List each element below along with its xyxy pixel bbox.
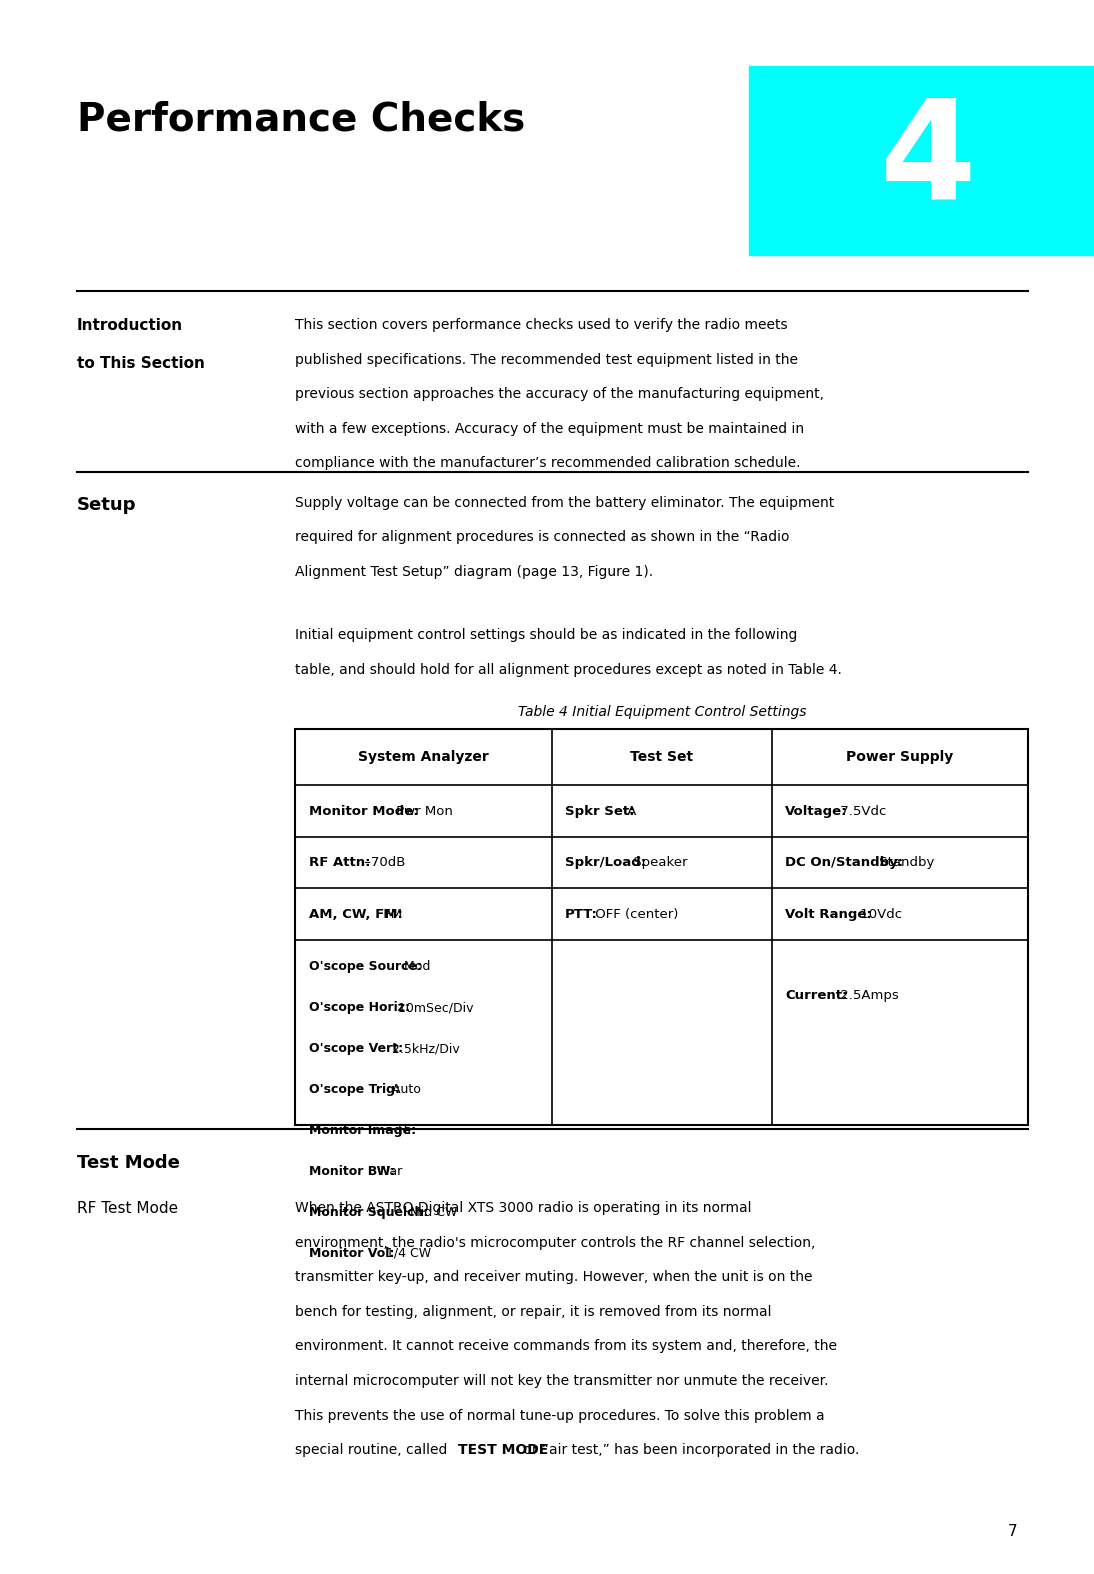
Text: This prevents the use of normal tune-up procedures. To solve this problem a: This prevents the use of normal tune-up … — [295, 1409, 825, 1423]
Text: PTT:: PTT: — [565, 908, 598, 921]
Text: FM: FM — [380, 908, 403, 921]
Text: or “air test,” has been incorporated in the radio.: or “air test,” has been incorporated in … — [520, 1443, 860, 1458]
Text: Mod: Mod — [400, 960, 430, 973]
Text: –70dB: –70dB — [360, 856, 406, 869]
Text: This section covers performance checks used to verify the radio meets: This section covers performance checks u… — [295, 318, 788, 332]
Text: Volt Range:: Volt Range: — [784, 908, 872, 921]
Text: Supply voltage can be connected from the battery eliminator. The equipment: Supply voltage can be connected from the… — [295, 496, 835, 510]
Text: bench for testing, alignment, or repair, it is removed from its normal: bench for testing, alignment, or repair,… — [295, 1305, 772, 1319]
Text: Table 4 Initial Equipment Control Settings: Table 4 Initial Equipment Control Settin… — [517, 705, 806, 719]
Text: 10Vdc: 10Vdc — [856, 908, 901, 921]
Text: Speaker: Speaker — [629, 856, 688, 869]
Text: required for alignment procedures is connected as shown in the “Radio: required for alignment procedures is con… — [295, 530, 790, 545]
Text: Standby: Standby — [875, 856, 934, 869]
Text: RF Test Mode: RF Test Mode — [77, 1201, 177, 1217]
Text: with a few exceptions. Accuracy of the equipment must be maintained in: with a few exceptions. Accuracy of the e… — [295, 422, 804, 436]
Text: published specifications. The recommended test equipment listed in the: published specifications. The recommende… — [295, 353, 799, 367]
Text: RF Attn:: RF Attn: — [309, 856, 370, 869]
Text: OFF (center): OFF (center) — [591, 908, 678, 921]
Text: O'scope Horiz:: O'scope Horiz: — [309, 1001, 409, 1014]
Text: Hi: Hi — [394, 1124, 411, 1136]
Text: Test Set: Test Set — [630, 751, 694, 763]
Text: Monitor Image:: Monitor Image: — [309, 1124, 416, 1136]
Text: 2.5Amps: 2.5Amps — [837, 988, 899, 1001]
Text: 2.5kHz/Div: 2.5kHz/Div — [388, 1042, 459, 1055]
Text: Pwr Mon: Pwr Mon — [393, 804, 453, 817]
Text: Spkr/Load:: Spkr/Load: — [565, 856, 647, 869]
Text: DC On/Standby:: DC On/Standby: — [784, 856, 903, 869]
Text: Setup: Setup — [77, 496, 136, 513]
Text: 10mSec/Div: 10mSec/Div — [394, 1001, 474, 1014]
Text: Monitor Vol:: Monitor Vol: — [309, 1247, 394, 1259]
Text: transmitter key-up, and receiver muting. However, when the unit is on the: transmitter key-up, and receiver muting.… — [295, 1270, 813, 1284]
Text: Current:: Current: — [784, 988, 848, 1001]
Text: environment. It cannot receive commands from its system and, therefore, the: environment. It cannot receive commands … — [295, 1339, 837, 1354]
Text: special routine, called: special routine, called — [295, 1443, 452, 1458]
Text: 7: 7 — [1008, 1524, 1017, 1539]
Text: Test Mode: Test Mode — [77, 1154, 179, 1171]
Text: 4: 4 — [880, 93, 976, 228]
Text: Auto: Auto — [388, 1083, 421, 1096]
Text: Monitor BW:: Monitor BW: — [309, 1165, 395, 1177]
Text: TEST MODE: TEST MODE — [458, 1443, 548, 1458]
Text: Power Supply: Power Supply — [847, 751, 954, 763]
Text: Monitor Squelch:: Monitor Squelch: — [309, 1206, 428, 1218]
Text: A: A — [624, 804, 637, 817]
Bar — [749, 66, 1094, 255]
Text: O'scope Trig:: O'scope Trig: — [309, 1083, 399, 1096]
Text: Spkr Set:: Spkr Set: — [565, 804, 635, 817]
Text: AM, CW, FM:: AM, CW, FM: — [309, 908, 403, 921]
Text: System Analyzer: System Analyzer — [358, 751, 489, 763]
Text: internal microcomputer will not key the transmitter nor unmute the receiver.: internal microcomputer will not key the … — [295, 1374, 829, 1388]
Text: 7.5Vdc: 7.5Vdc — [837, 804, 887, 817]
Text: previous section approaches the accuracy of the manufacturing equipment,: previous section approaches the accuracy… — [295, 387, 825, 401]
Text: Introduction: Introduction — [77, 318, 183, 334]
Text: to This Section: to This Section — [77, 356, 205, 371]
Text: Alignment Test Setup” diagram (page 13, Figure 1).: Alignment Test Setup” diagram (page 13, … — [295, 565, 653, 579]
Text: When the ASTRO Digital XTS 3000 radio is operating in its normal: When the ASTRO Digital XTS 3000 radio is… — [295, 1201, 752, 1215]
Text: O'scope Source:: O'scope Source: — [309, 960, 421, 973]
Text: Initial equipment control settings should be as indicated in the following: Initial equipment control settings shoul… — [295, 628, 798, 642]
Text: Nar: Nar — [375, 1165, 401, 1177]
Text: O'scope Vert:: O'scope Vert: — [309, 1042, 403, 1055]
Text: Mid CW: Mid CW — [406, 1206, 457, 1218]
Text: table, and should hold for all alignment procedures except as noted in Table 4.: table, and should hold for all alignment… — [295, 663, 842, 677]
Text: 1/4 CW: 1/4 CW — [382, 1247, 431, 1259]
Text: Performance Checks: Performance Checks — [77, 101, 525, 139]
Text: environment, the radio's microcomputer controls the RF channel selection,: environment, the radio's microcomputer c… — [295, 1236, 816, 1250]
Text: Voltage:: Voltage: — [784, 804, 848, 817]
Text: compliance with the manufacturer’s recommended calibration schedule.: compliance with the manufacturer’s recom… — [295, 456, 801, 471]
Text: Monitor Mode:: Monitor Mode: — [309, 804, 418, 817]
Bar — [295, 729, 1028, 1125]
